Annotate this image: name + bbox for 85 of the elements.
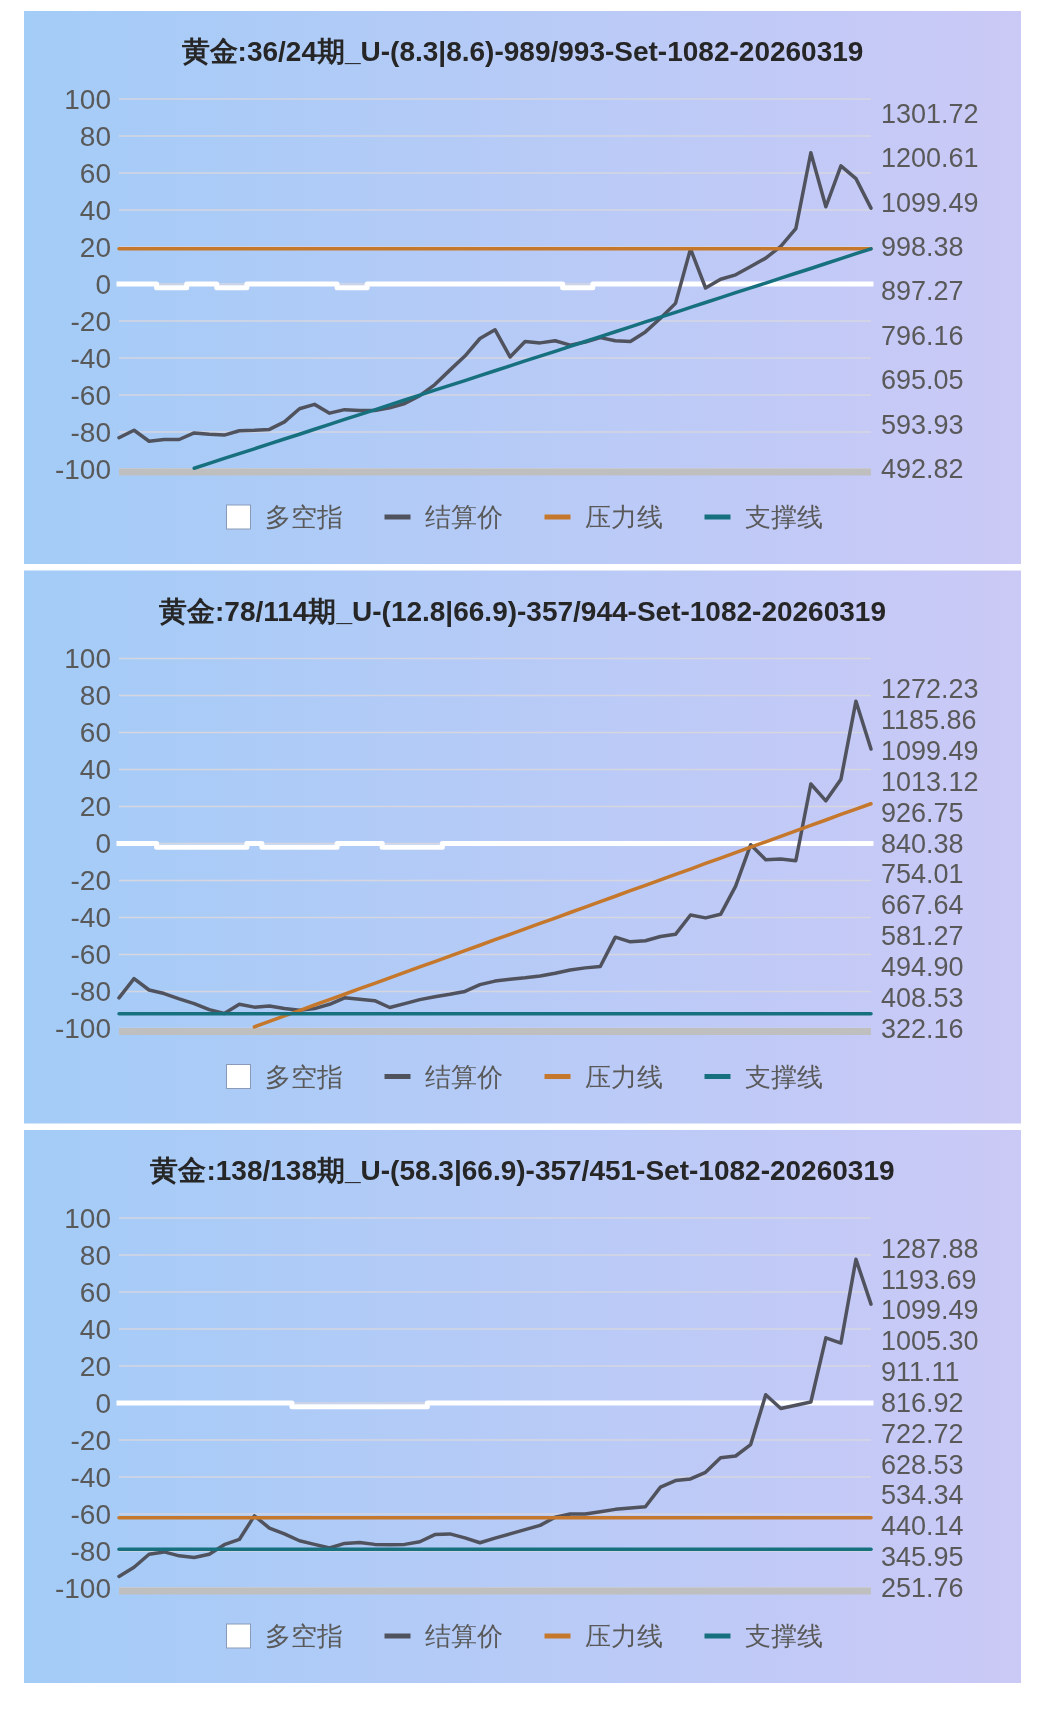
line-series [192, 247, 873, 471]
y2-tick-label: 581.27 [881, 921, 964, 951]
y2-tick-label: 926.75 [881, 797, 964, 828]
legend-label: 结算价 [424, 1621, 503, 1651]
y2-tick-label: 722.72 [881, 1418, 964, 1449]
y-tick-label: -20 [70, 1424, 111, 1456]
y2-tick-label: 1099.49 [881, 187, 979, 218]
y2-tick-label: 345.95 [881, 1542, 964, 1573]
y2-tick-label: 1200.61 [881, 143, 979, 174]
legend-label: 压力线 [584, 1621, 663, 1651]
y-tick-label: 100 [64, 83, 111, 115]
y-tick-label: -80 [70, 416, 111, 448]
y-tick-label: -60 [70, 939, 111, 970]
line-series [117, 151, 873, 444]
y-tick-label: 60 [79, 717, 111, 748]
y2-tick-label: 494.90 [881, 951, 964, 982]
y2-tick-label: 754.01 [881, 859, 964, 890]
y-tick-label: 80 [79, 120, 111, 152]
y-tick-label: 80 [79, 1239, 111, 1271]
y-tick-label: -60 [70, 379, 111, 411]
y2-tick-label: 408.53 [881, 982, 964, 1013]
y2-tick-label: 998.38 [881, 231, 964, 262]
legend-label: 压力线 [584, 1061, 663, 1092]
y2-tick-label: 593.93 [881, 409, 964, 440]
y-tick-label: -100 [54, 453, 111, 485]
y-tick-label: 0 [95, 268, 111, 300]
legend-label: 支撑线 [744, 502, 823, 532]
y2-tick-label: 1185.86 [881, 705, 977, 736]
legend-label: 多空指 [264, 1621, 343, 1651]
y-tick-label: -40 [70, 342, 111, 374]
y2-tick-label: 1099.49 [881, 736, 979, 766]
y-tick-label: 20 [79, 231, 111, 263]
y-tick-label: 0 [95, 1387, 111, 1419]
y-tick-label: 100 [64, 1202, 111, 1234]
y2-tick-label: 667.64 [881, 890, 964, 921]
y-tick-label: -60 [70, 1498, 111, 1530]
line-series [252, 801, 873, 1029]
y2-tick-label: 440.14 [881, 1511, 964, 1542]
y2-tick-label: 840.38 [881, 828, 964, 859]
y2-tick-label: 897.27 [881, 276, 964, 307]
y-tick-label: -40 [70, 902, 111, 933]
y-tick-label: 100 [64, 643, 111, 674]
legend-label: 多空指 [264, 502, 343, 532]
legend-label: 支撑线 [744, 1621, 823, 1651]
legend-label: 结算价 [424, 1061, 503, 1092]
y2-tick-label: 911.11 [881, 1357, 960, 1388]
chart-title: 黄金:78/114期_U-(12.8|66.9)-357/944-Set-1082-20260319 [158, 595, 886, 627]
y2-tick-label: 1301.72 [881, 98, 979, 129]
y2-tick-label: 1193.69 [881, 1264, 977, 1295]
chart-title: 黄金:138/138期_U-(58.3|66.9)-357/451-Set-1082-20260319 [149, 1155, 895, 1186]
y2-tick-label: 1005.30 [881, 1326, 979, 1357]
y-tick-label: -80 [70, 1535, 111, 1567]
y-tick-label: 40 [79, 754, 111, 785]
y2-tick-label: 796.16 [881, 320, 964, 351]
legend-label: 多空指 [264, 1061, 343, 1092]
y2-tick-label: 251.76 [881, 1573, 964, 1603]
y-tick-label: 20 [79, 791, 111, 822]
chart-title: 黄金:36/24期_U-(8.3|8.6)-989/993-Set-1082-20260319 [180, 36, 864, 67]
y2-tick-label: 1287.88 [881, 1233, 979, 1264]
y2-tick-label: 1099.49 [881, 1295, 979, 1326]
y-tick-label: -20 [70, 305, 111, 337]
y-tick-label: -100 [54, 1572, 111, 1604]
y-tick-label: 40 [79, 194, 111, 226]
y-tick-label: 80 [79, 680, 111, 711]
y-tick-label: -100 [54, 1013, 111, 1044]
y2-tick-label: 695.05 [881, 365, 964, 396]
y-tick-label: -80 [70, 976, 111, 1007]
legend-label: 结算价 [424, 502, 503, 532]
y2-tick-label: 1272.23 [881, 674, 979, 705]
y-tick-label: 0 [95, 828, 111, 859]
y2-tick-label: 1013.12 [881, 766, 979, 797]
y-tick-label: 60 [79, 1276, 111, 1308]
y-tick-label: 40 [79, 1313, 111, 1345]
y2-tick-label: 534.34 [881, 1480, 964, 1511]
y-tick-label: -20 [70, 865, 111, 896]
line-series [117, 1257, 873, 1579]
y-tick-label: 20 [79, 1350, 111, 1382]
legend-label: 压力线 [584, 502, 663, 532]
y-tick-label: 60 [79, 157, 111, 189]
y-tick-label: -40 [70, 1461, 111, 1493]
legend-label: 支撑线 [744, 1061, 823, 1092]
y2-tick-label: 492.82 [881, 454, 964, 484]
y2-tick-label: 816.92 [881, 1387, 964, 1418]
y2-tick-label: 322.16 [881, 1013, 964, 1044]
y2-tick-label: 628.53 [881, 1449, 964, 1480]
